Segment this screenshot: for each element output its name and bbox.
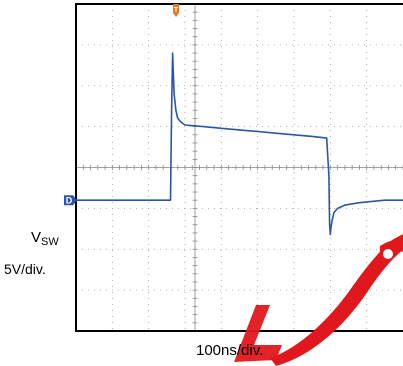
trigger-marker: T: [173, 4, 179, 17]
vsw-waveform-trace: [76, 52, 403, 236]
channel-marker: D: [64, 195, 77, 206]
trigger-marker-body: [173, 4, 179, 13]
watermark-logo: [234, 234, 403, 366]
logo-stroke-left: [234, 305, 282, 362]
trigger-marker-pointer: [173, 13, 179, 17]
plot-frame: [75, 3, 403, 332]
trigger-marker-label: T: [174, 7, 179, 14]
logo-swoosh: [270, 234, 403, 366]
logo-dot: [383, 249, 393, 259]
channel-marker-body: [64, 195, 77, 206]
vertical-scale-label: 5V/div.: [4, 261, 46, 277]
channel-name-label: VSW: [31, 229, 59, 248]
time-scale-label: 100ns/div.: [196, 342, 264, 359]
graticule-center-ticks: [75, 3, 403, 331]
channel-marker-label: D: [66, 196, 73, 206]
